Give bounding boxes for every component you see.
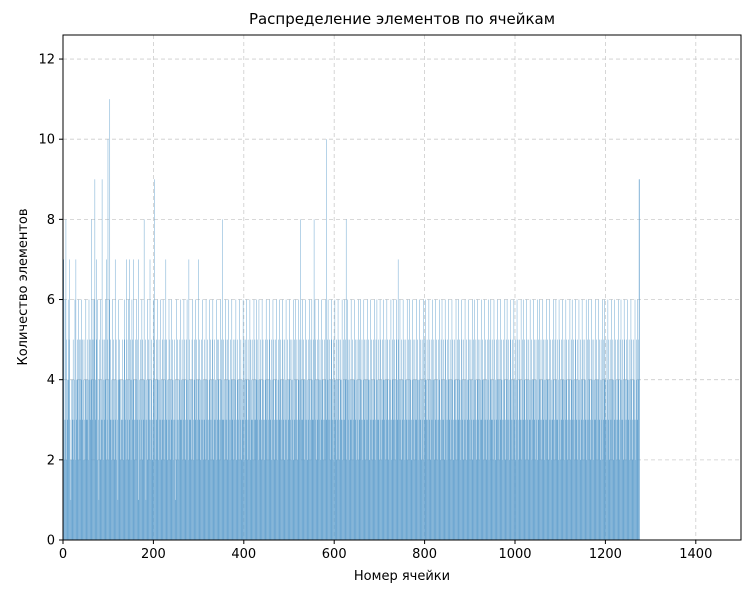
x-tick-label: 400 [231, 547, 256, 562]
y-tick-label: 10 [38, 133, 55, 148]
x-tick-label: 1400 [679, 547, 712, 562]
y-tick-label: 4 [47, 373, 55, 388]
x-tick-label: 0 [59, 547, 67, 562]
y-tick-label: 8 [47, 213, 55, 228]
chart-title: Распределение элементов по ячейкам [249, 10, 555, 28]
x-tick-label: 800 [412, 547, 437, 562]
y-tick-label: 0 [47, 534, 55, 549]
y-tick-label: 6 [47, 293, 55, 308]
x-tick-label: 1200 [589, 547, 622, 562]
x-tick-label: 1000 [498, 547, 531, 562]
x-tick-label: 600 [322, 547, 347, 562]
x-tick-label: 200 [141, 547, 166, 562]
y-tick-label: 2 [47, 453, 55, 468]
y-tick-label: 12 [38, 53, 55, 68]
y-axis-label: Количество элементов [16, 208, 31, 365]
x-axis-label: Номер ячейки [354, 569, 450, 584]
